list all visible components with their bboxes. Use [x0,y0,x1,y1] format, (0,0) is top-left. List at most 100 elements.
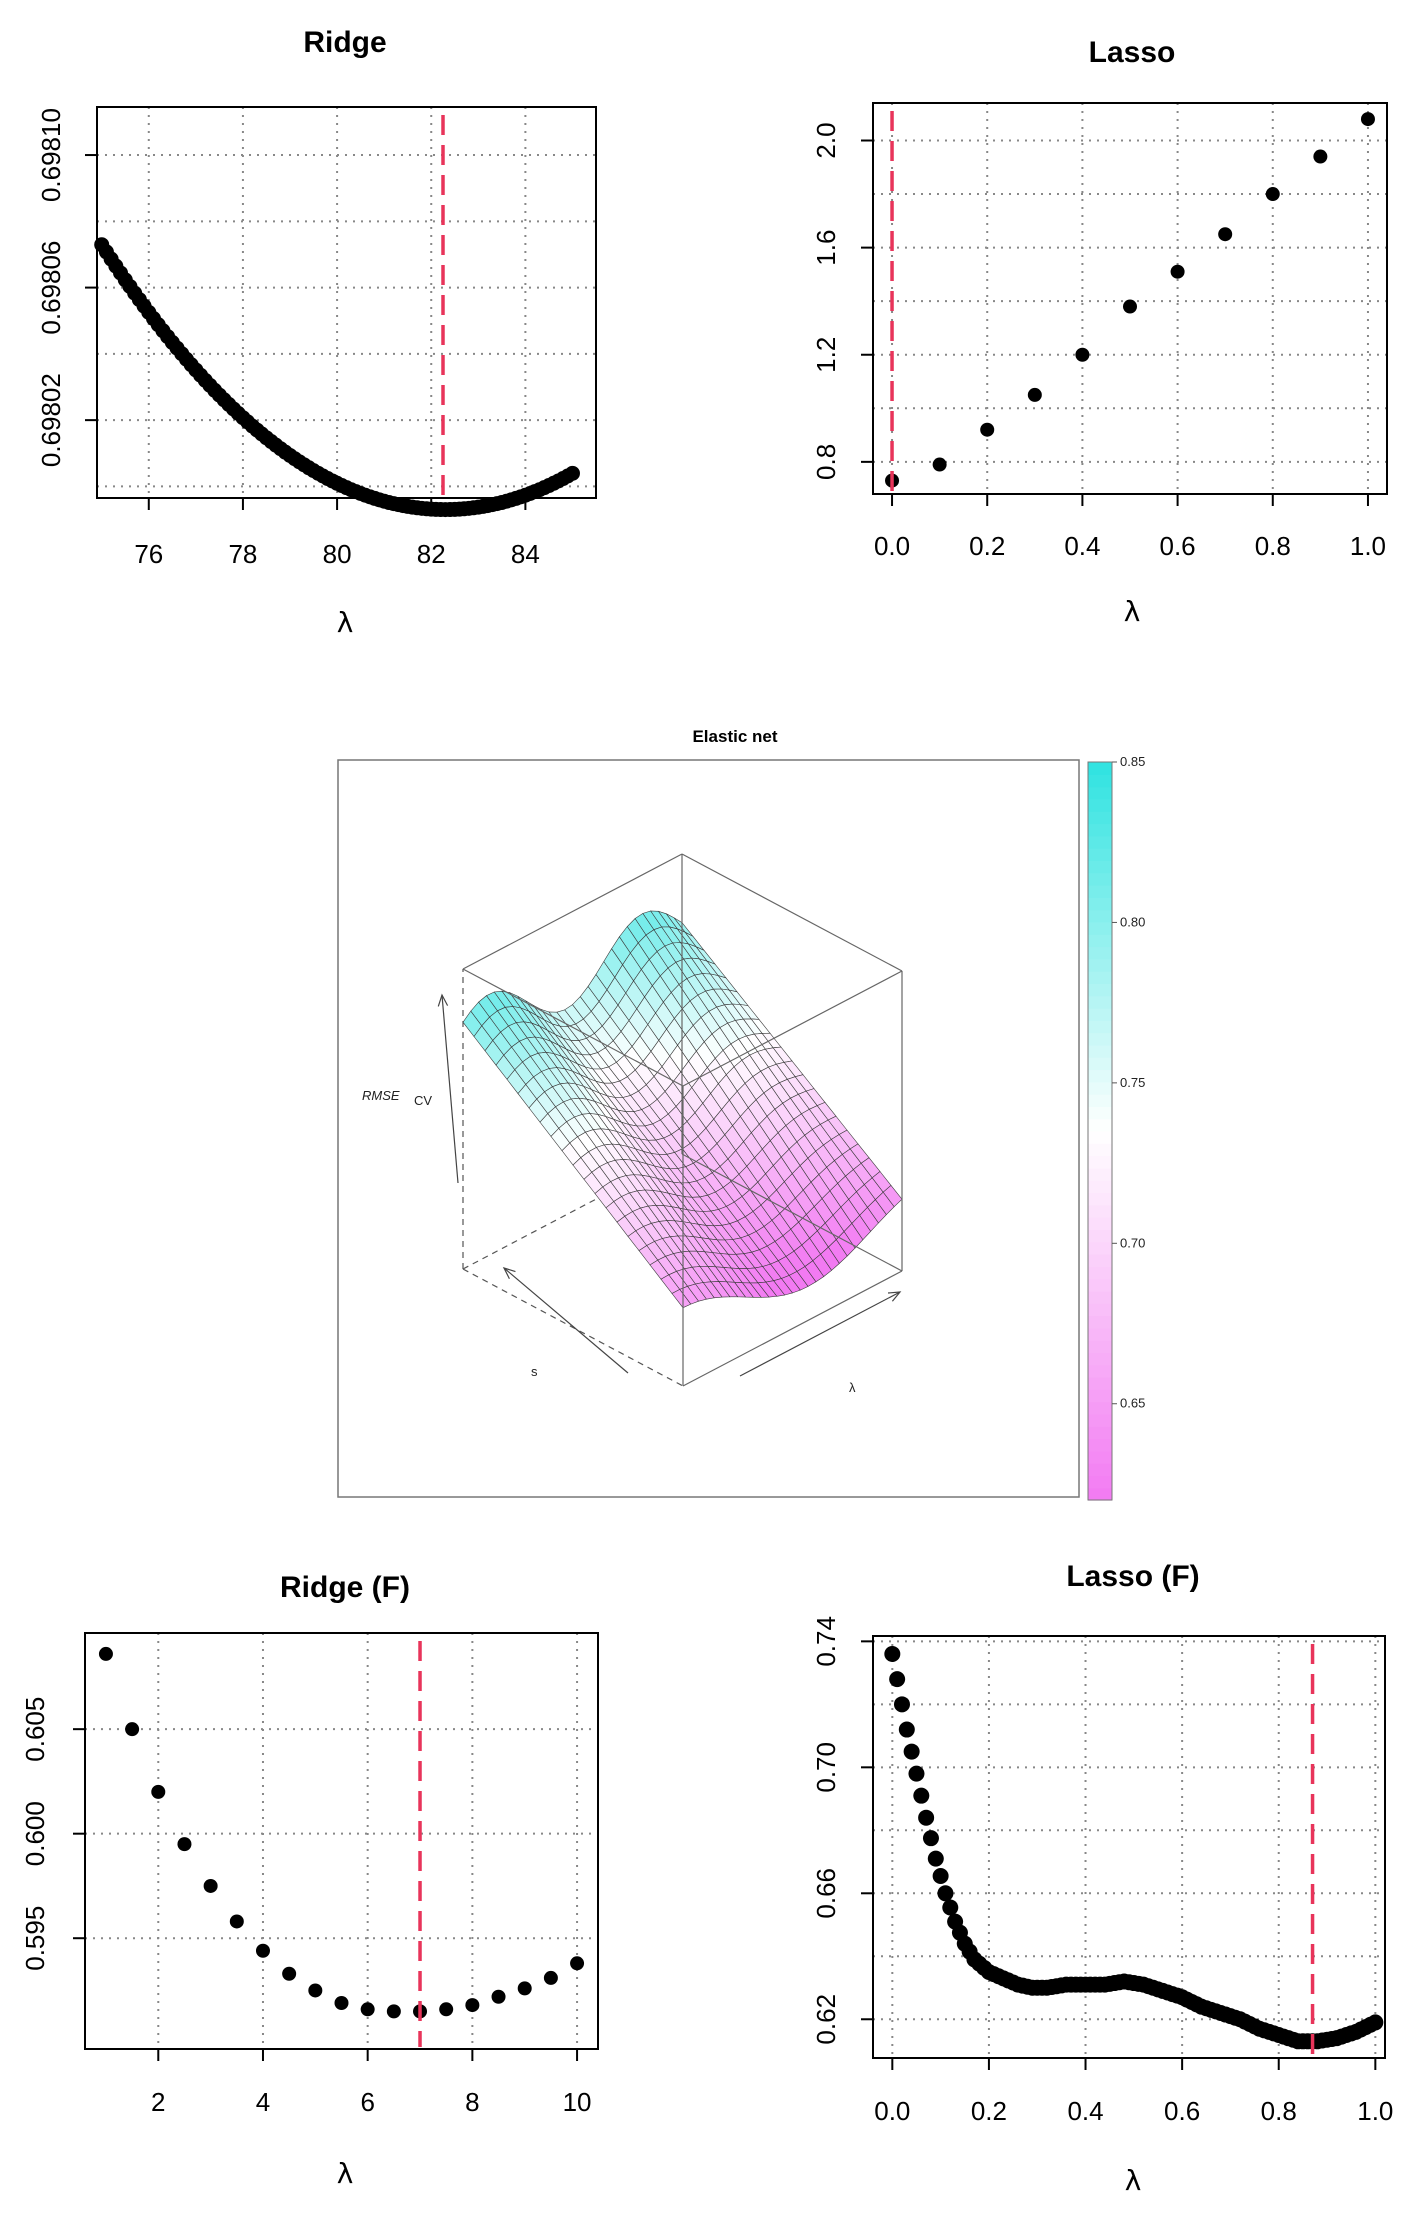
x-tick-label: 0.4 [1067,2096,1103,2126]
data-point [1313,149,1328,164]
y-tick-label: 0.605 [20,1697,50,1762]
colorbar-band [1088,1008,1112,1021]
data-point [386,2004,401,2019]
colorbar-band [1088,1377,1112,1390]
elastic-s-label: s [531,1364,538,1379]
data-point [918,1809,935,1826]
colorbar-band [1088,1241,1112,1255]
box-edge [682,970,903,1087]
data-point [570,1956,585,1971]
y-tick-label: 0.69802 [36,373,66,467]
x-tick-label: 0.2 [971,2096,1007,2126]
x-tick-label: 0.2 [969,531,1005,561]
colorbar-band [1088,860,1112,874]
lasso-f-panel: Lasso (F) λ 0.0 0.2 0.4 0.6 0.8 1.0 0.62 0.66 0.… [811,1560,1393,2197]
colorbar-band [1088,1192,1112,1206]
x-tick-label: 0.0 [874,2096,910,2126]
data-point [1218,227,1233,242]
elastic-net-panel: Elastic net 0.65 0.70 0.75 0.80 0.85 λ s RMSE CV [337,727,1145,1501]
colorbar-band [1088,995,1112,1009]
box-edge [682,1270,903,1387]
data-point [942,1899,959,1916]
colorbar-band [1088,1094,1112,1107]
y-tick-label: 0.595 [20,1906,50,1971]
colorbar-band [1088,798,1112,812]
colorbar-band [1088,1475,1112,1489]
elastic-z-label: RMSE [362,1088,400,1103]
colorbar-band [1088,958,1112,972]
lasso-title: Lasso [1089,36,1176,69]
colorbar-band [1088,1155,1112,1169]
colorbar-band [1088,1204,1112,1218]
colorbar-band [1088,1106,1112,1120]
data-point [282,1966,297,1981]
data-point [543,1970,558,1985]
y-tick-label: 0.70 [811,1742,841,1793]
x-tick-label: 80 [323,539,352,569]
colorbar-band [1088,1340,1112,1353]
colorbar-band [1088,1401,1112,1415]
colorbar-label: 0.65 [1120,1396,1145,1411]
colorbar-band [1088,909,1112,923]
colorbar-band [1088,1131,1112,1144]
data-point [564,465,580,481]
x-tick-label: 1.0 [1350,531,1386,561]
data-point [937,1885,954,1902]
data-point [229,1914,244,1929]
lasso-xlabel: λ [1124,595,1141,628]
colorbar-band [1088,774,1112,788]
colorbar-band [1088,1229,1112,1243]
plot-frame [872,1635,1386,2059]
colorbar-label: 0.70 [1120,1235,1145,1250]
y-tick-label: 2.0 [811,122,841,158]
colorbar-band [1088,1290,1112,1304]
x-tick-label: 10 [563,2087,592,2117]
data-point [913,1787,930,1804]
s-axis-arrow-head [502,1267,516,1279]
x-tick-label: 2 [151,2087,165,2117]
colorbar-band [1088,921,1112,935]
rmse-axis-arrow [441,994,459,1184]
colorbar-band [1088,1303,1112,1317]
colorbar-band [1088,823,1112,837]
x-tick-label: 4 [256,2087,270,2117]
colorbar-band [1088,848,1112,861]
ridge-xlabel: λ [337,606,354,639]
colorbar-band [1088,983,1112,997]
colorbar-band [1088,1438,1112,1452]
y-tick-label: 0.74 [811,1616,841,1667]
colorbar-band [1088,1143,1112,1157]
colorbar-band [1088,1278,1112,1292]
colorbar-band [1088,872,1112,886]
data-point [98,1646,113,1661]
data-point [308,1983,323,1998]
x-tick-label: 0.4 [1064,531,1100,561]
ridge-title: Ridge [303,26,386,59]
box-edge [462,968,684,1087]
x-tick-label: 78 [228,539,257,569]
colorbar-band [1088,934,1112,948]
data-point [360,2002,375,2017]
colorbar-band [1088,971,1112,984]
data-point [151,1784,166,1799]
data-point [125,1722,140,1737]
plot-frame [872,102,1388,495]
data-point [898,1721,915,1738]
data-point [908,1765,925,1782]
colorbar-band [1088,1217,1112,1230]
colorbar-label: 0.85 [1120,754,1145,769]
data-point [1367,2014,1384,2031]
ridge-f-panel: Ridge (F) λ 2 4 6 8 10 0.595 0.600 0.605 [20,1571,599,2190]
colorbar-band [1088,1266,1112,1280]
ridge-f-xlabel: λ [337,2157,354,2190]
colorbar-band [1088,1315,1112,1329]
data-point [177,1837,192,1852]
data-point [927,1850,944,1867]
lambda-axis-arrow [739,1291,901,1377]
colorbar-band [1088,1118,1112,1132]
box-edge-back [462,1268,684,1387]
data-point [439,2002,454,2017]
lasso-f-xlabel: λ [1125,2164,1142,2197]
y-tick-label: 1.2 [811,337,841,373]
colorbar-label: 0.80 [1120,914,1145,929]
